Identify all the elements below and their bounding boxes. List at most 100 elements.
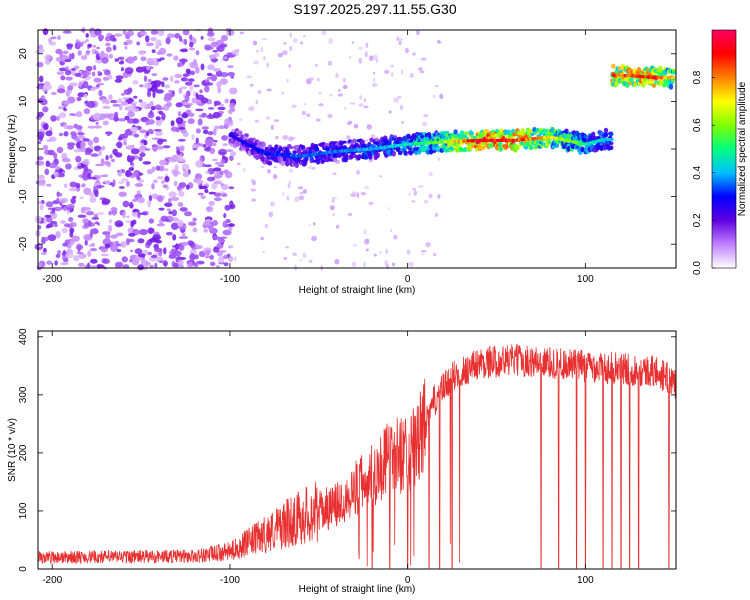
spectrogram-cell — [228, 186, 235, 190]
spectrogram-cell — [170, 75, 174, 82]
spectrogram-cell — [172, 245, 176, 248]
spectrogram-cell — [36, 156, 44, 161]
spectrogram-cell — [37, 225, 42, 230]
spectrogram-cell — [156, 176, 164, 180]
spectrogram-cell — [84, 101, 88, 104]
spectrogram-cell — [365, 42, 369, 49]
spectrogram-cell — [260, 165, 265, 169]
spectrogram-cell — [173, 250, 182, 257]
spectrogram-cell — [75, 111, 83, 118]
spectrogram-cell — [201, 126, 209, 130]
spectrogram-cell — [128, 167, 134, 172]
spectrogram-cell — [104, 180, 111, 185]
spectrogram-cell — [84, 151, 92, 156]
spectrogram-cell — [257, 90, 262, 94]
spectrogram-cell — [96, 46, 100, 50]
spectrogram-cell — [108, 219, 113, 224]
spectrogram-cell — [364, 238, 370, 245]
spectrogram-cell — [94, 125, 102, 129]
spectrogram-y-label: Frequency (Hz) — [7, 115, 18, 184]
spectrogram-cell — [288, 180, 291, 186]
spectrogram-cell — [197, 192, 204, 196]
spectrogram-cell — [409, 73, 414, 78]
spectrogram-cell — [77, 165, 84, 169]
spectrogram-cell — [108, 53, 114, 59]
spectrogram-cell — [58, 132, 64, 137]
spectrogram-cell — [332, 172, 337, 175]
spectrogram-cell — [68, 217, 74, 222]
spectrogram-cell — [368, 55, 374, 61]
spectrogram-cell — [150, 37, 157, 42]
spectrogram-cell — [157, 195, 164, 203]
spectrogram-cell — [289, 32, 292, 38]
spectrogram-cell — [250, 105, 255, 111]
spectrogram-cell — [327, 113, 333, 119]
spectrogram-cell — [62, 30, 72, 34]
spectrogram-cell — [62, 242, 68, 247]
spectrogram-cell — [562, 145, 567, 149]
spectrogram-cell — [146, 65, 151, 71]
spectrogram-cell — [143, 140, 148, 146]
spectrogram-cell — [146, 169, 154, 175]
spectrogram-cell — [82, 71, 92, 76]
spectrogram-cell — [314, 146, 320, 152]
spectrogram-cell — [213, 167, 222, 172]
spectrogram-cell — [250, 188, 257, 192]
spectrogram-cell — [121, 93, 125, 96]
spectrogram-cell — [161, 112, 166, 121]
spectrogram-cell — [118, 186, 125, 189]
spectrogram-cell — [131, 219, 137, 225]
spectrogram-cell — [115, 232, 124, 237]
spectrogram-cell — [60, 200, 66, 204]
spectrogram-cell — [220, 103, 225, 107]
spectrogram-cell — [103, 174, 108, 178]
spectrogram-cell — [356, 192, 360, 199]
spectrogram-cell — [207, 37, 216, 42]
spectrogram-cell — [371, 82, 378, 87]
spectrogram-cell — [179, 48, 188, 53]
spectrogram-cell — [212, 235, 219, 240]
spectrogram-cell — [56, 115, 60, 121]
spectrogram-cell — [109, 154, 113, 159]
spectrogram-cell — [170, 120, 175, 127]
spectrogram-cell — [218, 238, 226, 243]
spectrogram-cell — [151, 73, 158, 76]
spectrogram-cell — [123, 141, 127, 146]
spectrogram-cell — [129, 201, 134, 209]
spectrogram-cell — [204, 138, 214, 146]
spectrogram-cell — [75, 155, 82, 163]
spectrogram-cell — [261, 141, 266, 148]
spectrogram-cell — [267, 161, 273, 166]
spectrogram-cell — [150, 30, 159, 35]
spectrogram-cell — [418, 67, 423, 71]
colorbar-tick-label: 0.2 — [692, 213, 703, 227]
spectrogram-cell — [274, 119, 279, 122]
spectrogram-cell — [89, 248, 98, 252]
spectrogram-cell — [390, 229, 393, 232]
spectrogram-cell — [183, 38, 188, 46]
spectrogram-cell — [254, 119, 260, 123]
spectrogram-cell — [85, 65, 93, 72]
spectrogram-cell — [98, 51, 106, 59]
spectrogram-cell — [426, 132, 432, 138]
spectrogram-cell — [187, 112, 195, 117]
spectrogram-cell — [464, 131, 469, 135]
snr-y-tick-label: 400 — [18, 328, 29, 345]
spectrogram-cell — [112, 211, 117, 216]
spectrogram-cell — [235, 141, 241, 147]
snr-panel: -200 -100 0 100 0 100 200 300 400 Height of str… — [7, 328, 677, 595]
spectrogram-cell — [263, 56, 266, 61]
spectrogram-cell — [179, 207, 188, 212]
spectrogram-cell — [268, 211, 274, 218]
spectrogram-cell — [42, 83, 52, 91]
spectrogram-cell — [316, 118, 321, 122]
spectrogram-cell — [181, 241, 189, 246]
spectrogram-cell — [149, 264, 155, 268]
spectrogram-cell — [393, 234, 398, 240]
spectrogram-cell — [139, 152, 146, 158]
spectrogram-cell — [207, 107, 215, 110]
spectrogram-cell — [174, 33, 181, 39]
spectrogram-cell — [392, 135, 398, 139]
